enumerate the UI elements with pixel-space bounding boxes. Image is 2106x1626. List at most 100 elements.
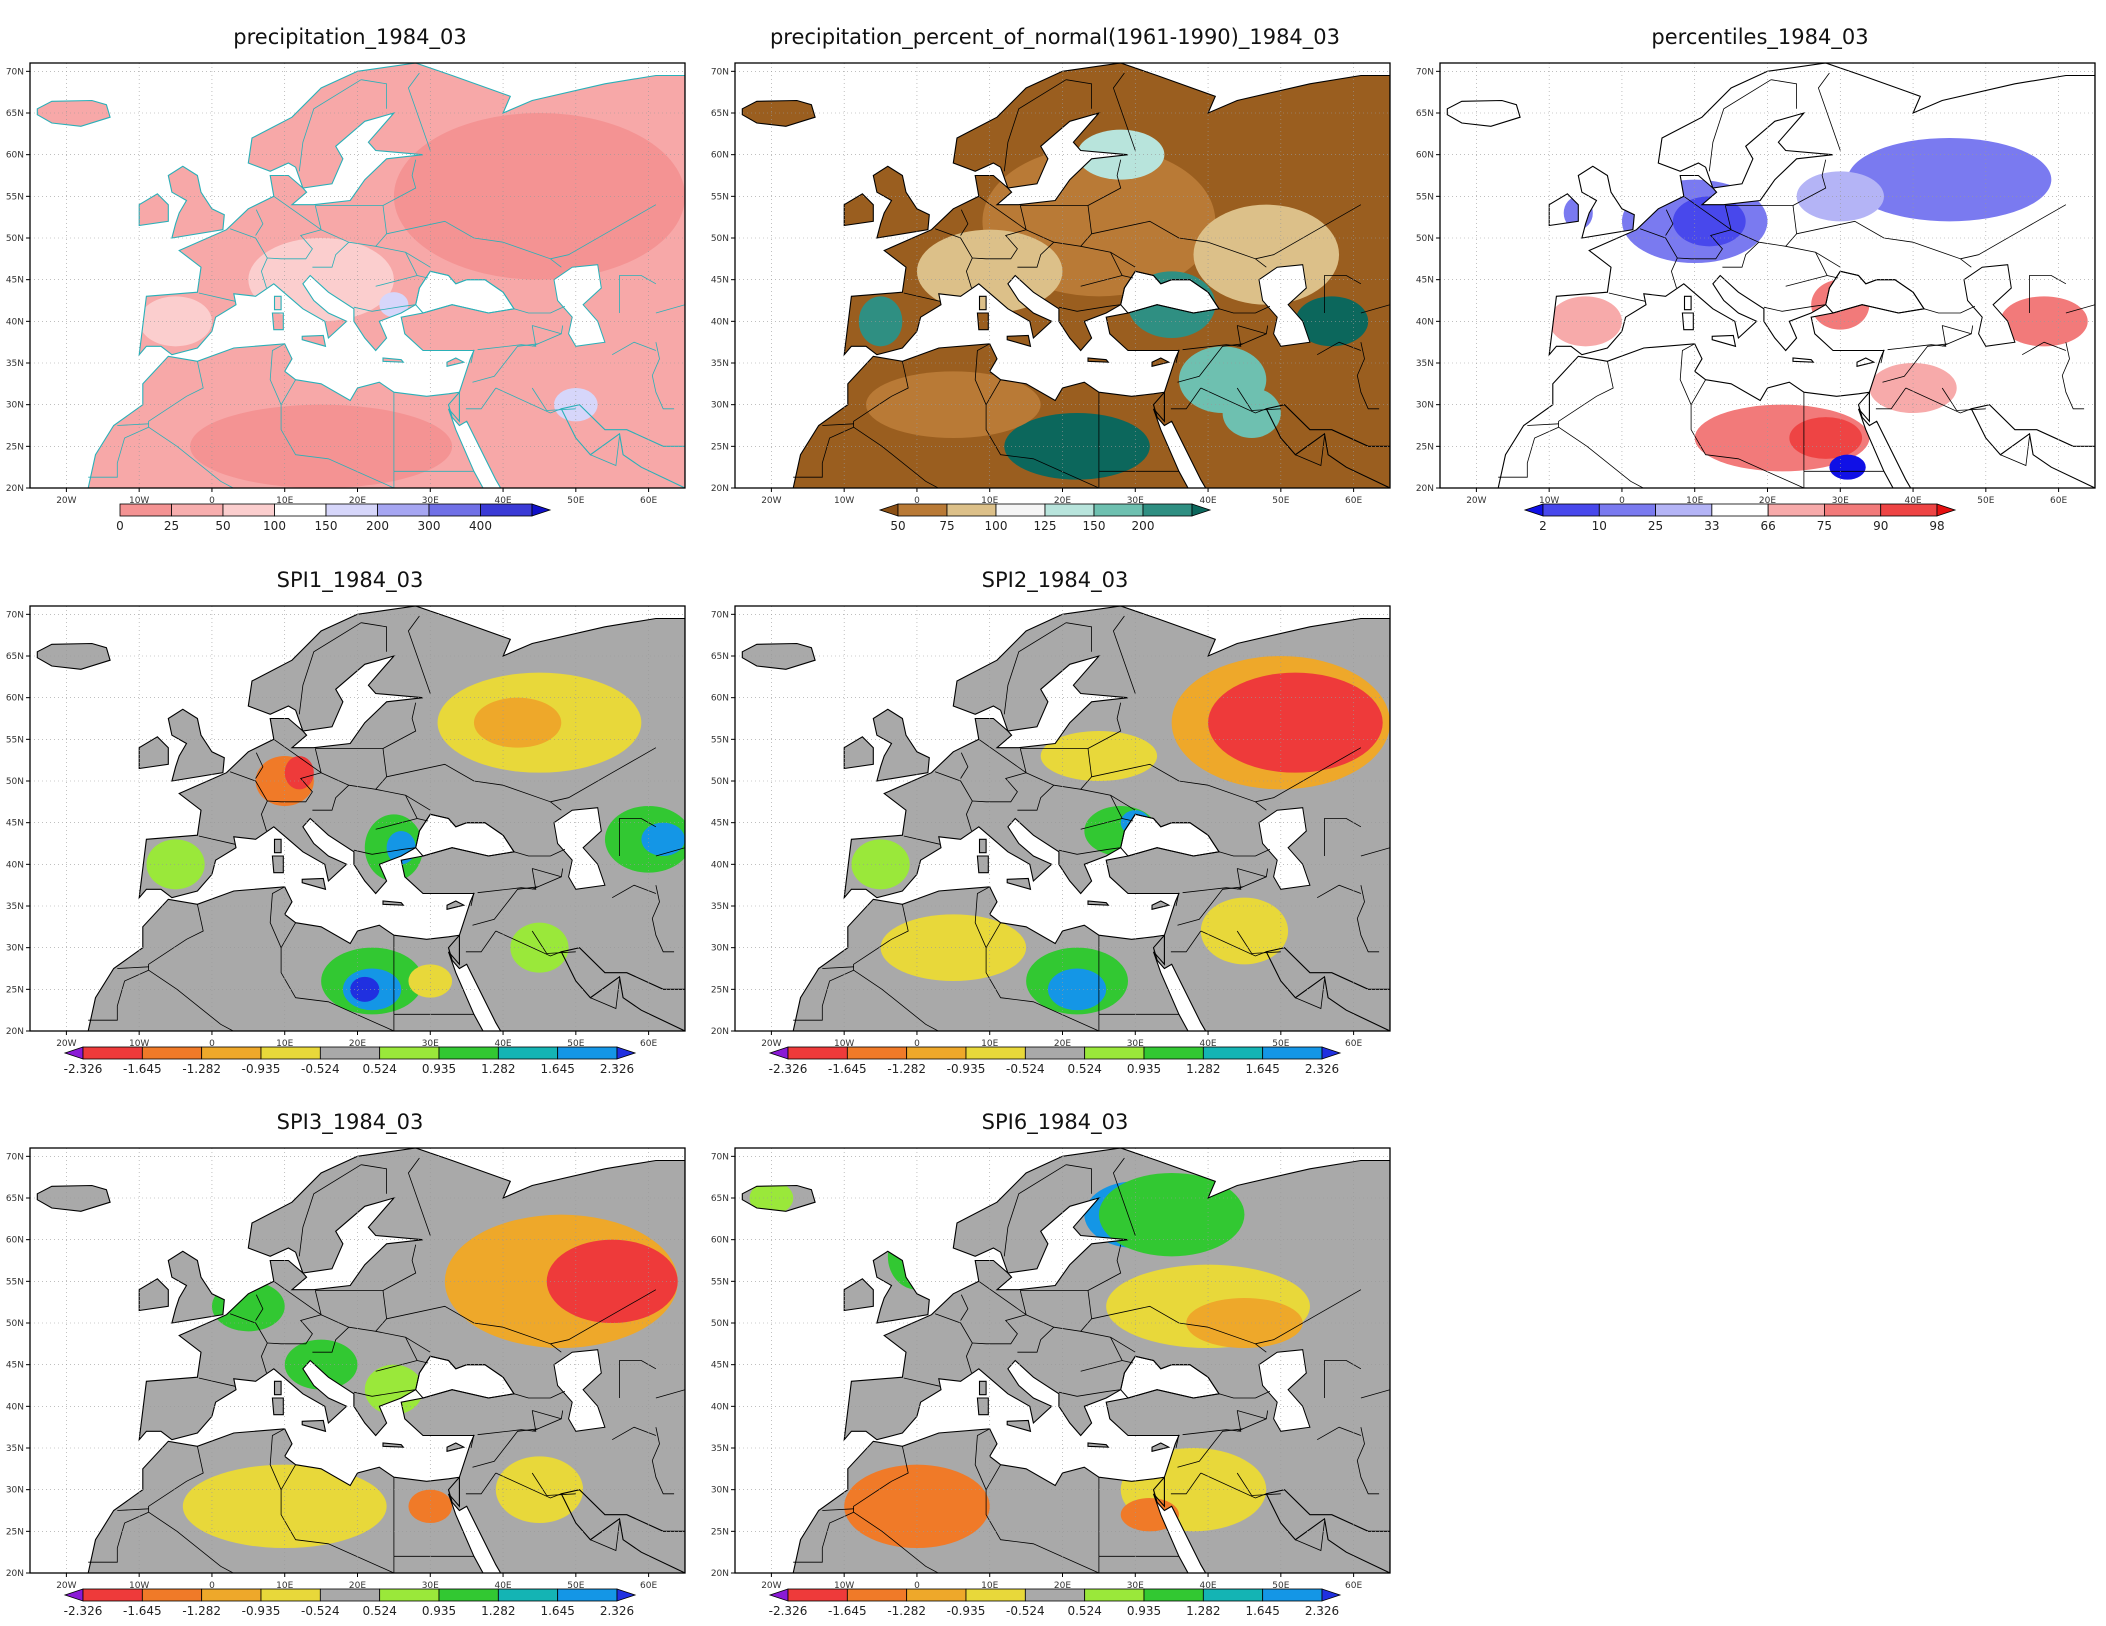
country-border <box>502 1326 562 1353</box>
lat-tick-label: 70N <box>6 610 24 620</box>
lat-tick-label: 60N <box>711 1236 729 1246</box>
panel-percent-of-normal: precipitation_percent_of_normal(1961-199… <box>705 25 1405 535</box>
land-area <box>37 643 111 670</box>
country-border <box>298 79 362 172</box>
country-border <box>513 1390 566 1399</box>
country-border <box>375 275 418 287</box>
lat-tick-label: 70N <box>711 67 729 77</box>
anomaly-region <box>182 1464 387 1548</box>
land-area <box>873 709 930 781</box>
country-border <box>1295 436 1325 467</box>
coastline <box>1006 334 1032 348</box>
country-border <box>298 1164 362 1257</box>
country-border <box>1360 847 1390 857</box>
lon-tick-label: 10E <box>276 1581 293 1590</box>
anomaly-region <box>880 914 1027 981</box>
coastline <box>792 1428 1195 1573</box>
map-percentiles: 20W 10W 0 10E 20E 30E 40E 50E 60E 20N 25N 30N 35N 40N… <box>1416 62 2096 505</box>
land-area <box>873 166 930 238</box>
panel-spi6: SPI6_1984_03 20W 10W 0 10E 20E 30E 40E 50E 60E 20… <box>705 1110 1405 1620</box>
lon-tick-label: 60E <box>1345 1039 1362 1048</box>
land-area <box>844 193 874 226</box>
country-border <box>1058 847 1121 855</box>
colorbar-swatch <box>1655 503 1713 517</box>
anomaly-region <box>844 1464 990 1548</box>
colorbar-label: 33 <box>1704 519 1719 533</box>
country-border <box>903 292 941 302</box>
country-border <box>1763 304 1826 312</box>
country-border <box>117 966 149 969</box>
coastline <box>138 1148 685 1573</box>
country-border <box>477 325 537 351</box>
country-border <box>148 969 235 1031</box>
country-border <box>1960 204 2067 260</box>
country-border <box>1887 325 1947 351</box>
lon-tick-label: 20W <box>761 496 781 505</box>
inland-sea <box>1258 264 1311 347</box>
country-border <box>315 1290 388 1332</box>
colorbar-label: 2.326 <box>600 1604 634 1618</box>
colorbar-label: 0.935 <box>1127 1604 1161 1618</box>
coastline <box>446 900 466 911</box>
country-border <box>361 1164 387 1194</box>
country-border <box>1182 325 1242 351</box>
lon-tick-label: 0 <box>209 1039 215 1048</box>
colorbar-arrow-left <box>1523 503 1544 517</box>
country-border <box>793 426 854 478</box>
lon-tick-label: 20E <box>1054 1039 1071 1048</box>
colorbar-label: -1.282 <box>182 1604 221 1618</box>
colorbar-label: 0.935 <box>422 1604 456 1618</box>
lat-tick-label: 55N <box>6 1277 24 1287</box>
country-border <box>972 229 1027 260</box>
map-spi2: 20W 10W 0 10E 20E 30E 40E 50E 60E 20N 25N 30N 35N 40N… <box>711 605 1391 1048</box>
country-border <box>1020 205 1093 247</box>
land-area <box>742 643 816 670</box>
country-border <box>1087 159 1122 206</box>
lon-tick-label: 30E <box>1127 496 1144 505</box>
coastline <box>87 886 490 1031</box>
country-border <box>960 209 969 236</box>
country-border <box>1665 209 1674 236</box>
colorbar-swatch <box>497 1588 559 1602</box>
colorbar-label: 150 <box>315 519 338 533</box>
lon-tick-label: 20E <box>349 1039 366 1048</box>
colorbar-swatch <box>965 1046 1026 1060</box>
anomaly-region <box>1869 363 1957 413</box>
country-border <box>198 835 236 845</box>
country-border <box>1237 868 1267 878</box>
lon-tick-label: 10W <box>1539 496 1559 505</box>
lat-tick-label: 30N <box>6 401 24 411</box>
colorbar-swatch <box>787 1046 848 1060</box>
lat-tick-label: 60N <box>6 694 24 704</box>
lon-tick-label: 10E <box>276 496 293 505</box>
colorbar-swatch <box>119 503 172 517</box>
lat-tick-label: 20N <box>6 484 24 494</box>
colorbar-swatch <box>480 503 533 517</box>
colorbar-label: -0.524 <box>1006 1604 1045 1618</box>
colorbar-label: -1.282 <box>182 1062 221 1076</box>
country-border <box>407 72 431 151</box>
lat-tick-label: 45N <box>1416 276 1434 286</box>
anomaly-region <box>1549 296 1622 347</box>
colorbar-label: 150 <box>1083 519 1106 533</box>
coastline <box>978 295 987 311</box>
lat-tick-label: 25N <box>6 1527 24 1537</box>
lat-tick-label: 70N <box>6 67 24 77</box>
anomaly-region <box>146 839 205 890</box>
country-border <box>88 969 149 1021</box>
lat-tick-label: 65N <box>1416 109 1434 119</box>
colorbar-swatch <box>1262 1046 1323 1060</box>
country-border <box>1110 1336 1136 1353</box>
colorbar-label: -2.326 <box>64 1062 103 1076</box>
land-area <box>302 1420 326 1432</box>
colorbar-arrow-left <box>768 1588 789 1602</box>
country-border <box>1112 615 1136 694</box>
colorbar-label: -1.645 <box>123 1604 162 1618</box>
country-border <box>1058 1389 1121 1397</box>
lat-tick-label: 45N <box>6 276 24 286</box>
colorbar-swatch <box>379 1046 440 1060</box>
country-border <box>1087 702 1122 749</box>
country-border <box>386 220 504 243</box>
land-area <box>1007 335 1031 347</box>
country-border <box>1708 79 1772 172</box>
